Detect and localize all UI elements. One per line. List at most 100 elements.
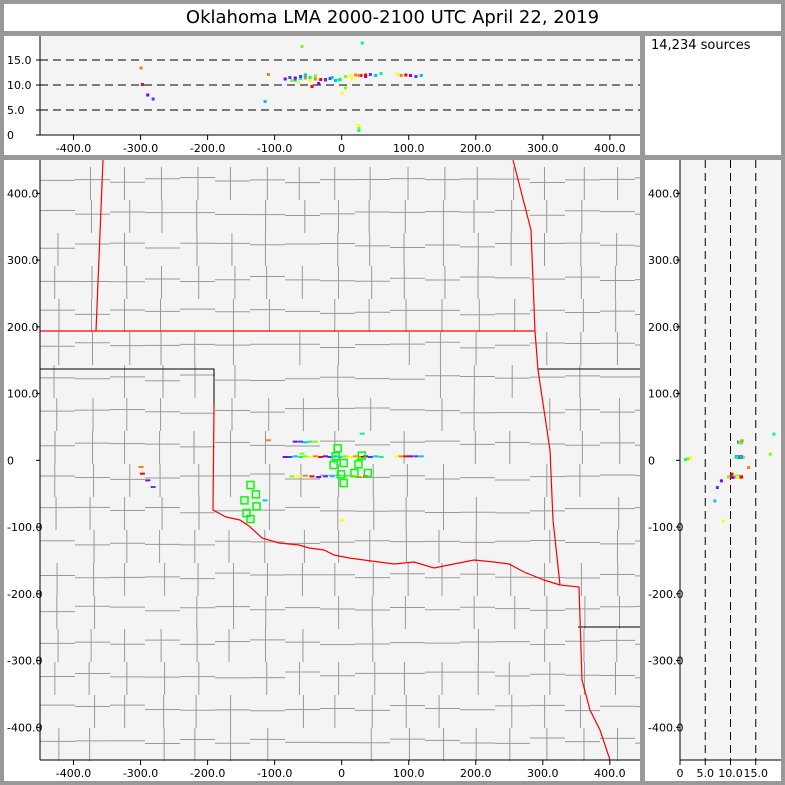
source-point xyxy=(360,41,364,45)
y-tick-label: 200.0 xyxy=(7,321,39,334)
source-point xyxy=(353,455,359,458)
source-point xyxy=(293,78,297,82)
plan-view-panel: -400.0 -300.0 -200.0 -100.0 0 100.0 200.0 300.0… xyxy=(4,160,640,781)
source-point xyxy=(289,475,295,478)
source-point xyxy=(292,440,298,443)
source-point xyxy=(737,475,741,479)
source-point xyxy=(379,72,383,75)
y-tick-label: 15.0 xyxy=(7,54,32,67)
source-point xyxy=(740,475,744,479)
source-count: 14,234 sources xyxy=(651,38,751,53)
lma-station xyxy=(339,458,348,468)
source-point xyxy=(713,499,717,503)
source-point xyxy=(731,476,735,480)
source-point xyxy=(303,74,307,77)
lma-station xyxy=(329,460,338,470)
y-tick-label: 5.0 xyxy=(7,104,25,117)
lma-station xyxy=(336,470,346,479)
source-point xyxy=(287,455,293,458)
source-point xyxy=(266,73,270,76)
y-tick-label: 400.0 xyxy=(648,187,680,200)
y-tick-label: -300.0 xyxy=(7,655,42,668)
source-point xyxy=(737,440,741,444)
source-point xyxy=(772,432,776,436)
source-point xyxy=(367,455,373,458)
source-point xyxy=(374,74,378,77)
x-tick-label: -200.0 xyxy=(190,767,225,780)
source-point xyxy=(418,455,424,458)
source-point xyxy=(283,77,287,81)
x-tick-label: -100.0 xyxy=(257,142,292,155)
source-point xyxy=(303,76,307,80)
source-point xyxy=(739,440,743,444)
source-point xyxy=(689,456,693,460)
y-tick-label: -400.0 xyxy=(648,721,683,734)
source-point xyxy=(307,440,313,443)
source-point xyxy=(357,74,361,77)
source-point xyxy=(322,455,328,458)
source-point xyxy=(350,77,354,81)
source-point xyxy=(299,452,305,455)
source-point xyxy=(139,472,145,475)
x-tick-label: 300.0 xyxy=(527,767,559,780)
source-point xyxy=(332,455,338,458)
source-point xyxy=(299,77,303,80)
x-tick-label: 200.0 xyxy=(460,767,492,780)
x-tick-label: 5.0 xyxy=(697,767,715,780)
source-point xyxy=(747,466,751,470)
source-point xyxy=(368,73,372,76)
source-point xyxy=(719,479,723,483)
source-point xyxy=(302,441,308,444)
source-point xyxy=(312,455,318,458)
y-tick-label: 400.0 xyxy=(7,187,39,200)
source-point xyxy=(262,499,268,502)
y-tick-label: 0 xyxy=(7,129,14,142)
source-point xyxy=(359,74,363,77)
source-point xyxy=(297,81,301,84)
source-point xyxy=(740,439,744,443)
source-point xyxy=(357,129,361,132)
source-point xyxy=(364,73,368,77)
lma-station xyxy=(246,480,255,490)
source-point xyxy=(348,74,352,78)
source-point xyxy=(347,455,353,458)
source-point xyxy=(298,455,304,458)
source-point xyxy=(768,452,772,456)
source-point xyxy=(296,475,302,478)
source-point xyxy=(736,475,740,479)
y-tick-label: 200.0 xyxy=(648,321,680,334)
source-point xyxy=(139,66,143,70)
source-point xyxy=(298,440,304,443)
y-tick-label: 100.0 xyxy=(7,388,39,401)
source-point xyxy=(399,74,403,77)
x-tick-label: 400.0 xyxy=(594,142,626,155)
altitude-north-panel: 0 5.0 10.0 15.0 400.0 300.0 200.0 100.0 0 -100.0 -… xyxy=(645,160,781,781)
source-point xyxy=(313,77,317,81)
altitude-east-panel: -400.0 -300.0 -200.0 -100.0 0 100.0 200.0 300.0… xyxy=(4,36,640,155)
x-tick-label: 100.0 xyxy=(393,142,425,155)
y-tick-label: 300.0 xyxy=(7,254,39,267)
source-point xyxy=(686,457,690,461)
x-tick-label: 15.0 xyxy=(744,767,769,780)
source-point xyxy=(404,73,408,77)
source-point xyxy=(308,76,312,79)
y-tick-label: -200.0 xyxy=(648,588,683,601)
source-point xyxy=(343,475,349,478)
source-point xyxy=(354,73,358,77)
county-lines xyxy=(40,167,640,761)
lma-station xyxy=(339,478,348,488)
source-point xyxy=(339,519,345,522)
lma-station xyxy=(246,514,255,524)
source-point xyxy=(310,85,314,88)
oklahoma-border xyxy=(534,330,611,761)
x-tick-label: 400.0 xyxy=(594,767,626,780)
lma-station xyxy=(251,490,261,499)
x-tick-label: 200.0 xyxy=(460,142,492,155)
y-tick-label: 10.0 xyxy=(7,79,32,92)
y-tick-label: -300.0 xyxy=(648,655,683,668)
source-point xyxy=(409,74,413,77)
source-point xyxy=(356,124,360,127)
lma-station xyxy=(357,451,367,460)
source-point xyxy=(715,486,719,490)
oklahoma-border xyxy=(40,160,536,332)
